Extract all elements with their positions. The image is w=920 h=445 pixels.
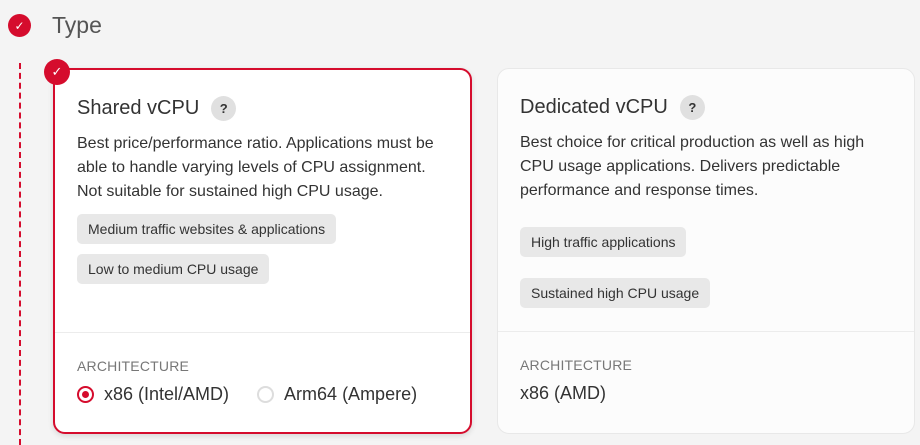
architecture-label: ARCHITECTURE — [77, 358, 190, 374]
step-complete-check-icon: ✓ — [8, 14, 31, 37]
radio-label: x86 (Intel/AMD) — [104, 384, 230, 404]
card-description: Best choice for critical production as w… — [520, 134, 865, 199]
radio-label: Arm64 (Ampere) — [284, 384, 418, 404]
divider — [498, 331, 914, 332]
help-icon[interactable]: ? — [211, 95, 237, 121]
card-title: Dedicated vCPU — [520, 95, 668, 118]
radio-unchecked-icon[interactable] — [257, 386, 275, 403]
radio-checked-icon[interactable] — [77, 386, 94, 403]
architecture-value: x86 (AMD) — [520, 383, 607, 403]
feature-tag: High traffic applications — [520, 227, 687, 257]
card-title: Shared vCPU — [77, 96, 200, 119]
card-dedicated-vcpu[interactable]: Dedicated vCPU? Best choice for critical… — [497, 68, 915, 434]
help-icon[interactable]: ? — [679, 94, 705, 120]
feature-tag: Low to medium CPU usage — [77, 254, 270, 284]
card-shared-vcpu[interactable]: Shared vCPU? Best price/performance rati… — [53, 68, 472, 434]
selected-check-icon: ✓ — [44, 59, 70, 85]
divider — [55, 332, 470, 333]
radio-x86[interactable]: x86 (Intel/AMD) — [77, 384, 229, 405]
radio-arm64[interactable]: Arm64 (Ampere) — [257, 384, 417, 405]
architecture-label: ARCHITECTURE — [520, 357, 633, 373]
feature-tag: Medium traffic websites & applications — [77, 214, 337, 244]
step-connector-line — [19, 63, 21, 445]
step-title: Type — [52, 12, 102, 38]
feature-tag: Sustained high CPU usage — [520, 278, 711, 308]
card-description: Best price/performance ratio. Applicatio… — [77, 135, 434, 200]
